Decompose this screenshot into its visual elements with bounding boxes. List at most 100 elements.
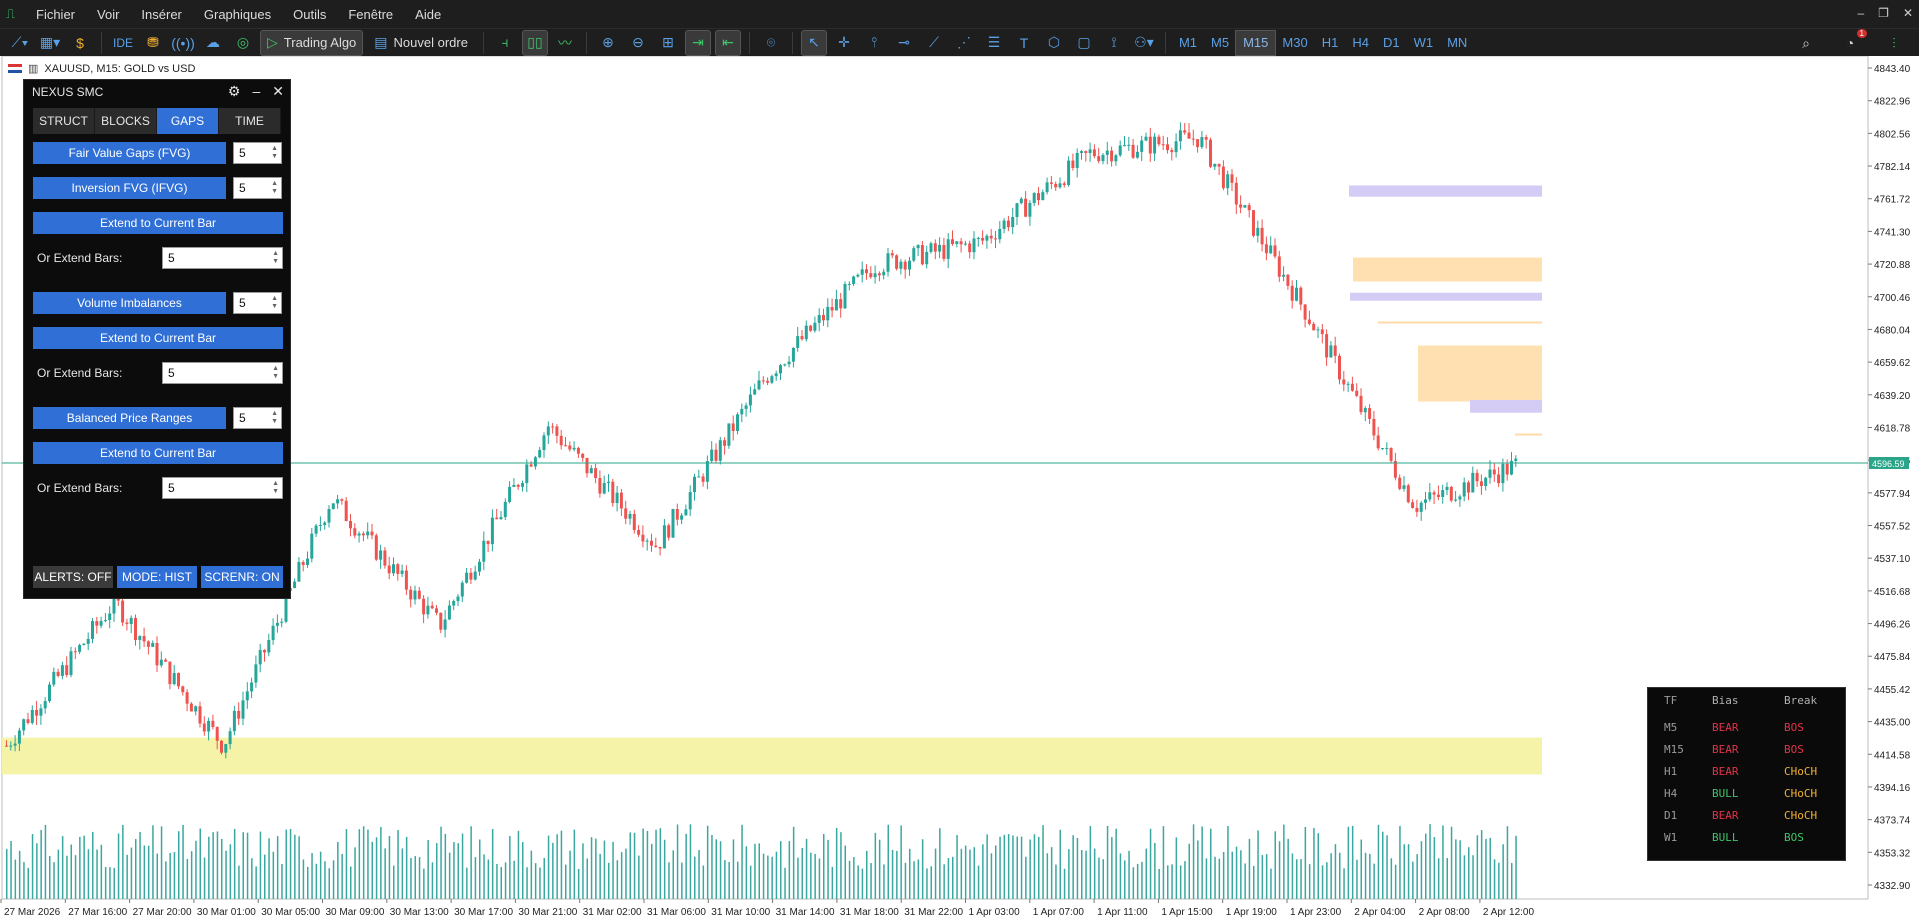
timeframe-m30[interactable]: M30	[1282, 35, 1308, 50]
timeframe-h4[interactable]: H4	[1352, 35, 1369, 50]
grid-icon[interactable]: ⊞	[662, 34, 674, 50]
volume-count-stepper[interactable]: 5 ▲ ▼	[233, 292, 282, 314]
timeframe-mn[interactable]: MN	[1447, 35, 1468, 50]
timeframe-m1[interactable]: M1	[1178, 35, 1198, 50]
extend-bars-field-2[interactable]: 5 ▲ ▼	[162, 362, 283, 384]
candlestick-icon[interactable]: ▯▯	[521, 29, 548, 56]
settings-icon[interactable]: ⚙	[227, 83, 241, 99]
extend-current-bar-button-2[interactable]: Extend to Current Bar	[33, 327, 283, 349]
spinner-icon[interactable]: ▲ ▼	[272, 365, 279, 380]
signal-icon[interactable]: ((•))	[171, 34, 195, 51]
timeframe-m15[interactable]: M15	[1235, 29, 1277, 56]
tab-blocks[interactable]: BLOCKS	[95, 108, 157, 134]
channel-icon[interactable]: ⋰	[956, 34, 971, 50]
bpr-count-stepper[interactable]: 5 ▲ ▼	[233, 407, 282, 429]
volume-bar	[698, 850, 700, 899]
ifvg-count-stepper[interactable]: 5 ▲ ▼	[233, 177, 282, 199]
new-order-button[interactable]: ▤ Nouvel ordre	[368, 31, 474, 55]
trendline-icon[interactable]: ⟋	[929, 34, 939, 50]
candle-body	[886, 253, 890, 272]
candle-body	[353, 528, 357, 536]
dollar-icon[interactable]: $	[76, 34, 84, 51]
timeframe-m5[interactable]: M5	[1211, 35, 1230, 50]
bar-chart-icon[interactable]: ⫞	[501, 34, 509, 50]
trading-algo-button[interactable]: ▷ Trading Algo	[259, 29, 364, 56]
volume-bar	[866, 850, 868, 899]
chart-area[interactable]: 4843.40 4822.96 4802.56 4782.14 4761.72 4741.…	[0, 56, 1919, 923]
shapes-icon[interactable]: ⬡	[1047, 34, 1061, 50]
menu-fichier[interactable]: Fichier	[36, 6, 76, 22]
chart-shift-icon[interactable]: ⇤	[714, 29, 741, 56]
menu-fenetre[interactable]: Fenêtre	[348, 6, 394, 22]
alerts-toggle[interactable]: ALERTS: OFF	[33, 566, 113, 588]
extend-bars-field-1[interactable]: 5 ▲ ▼	[162, 247, 283, 269]
text-icon[interactable]: T	[1019, 34, 1029, 51]
minimize-panel-icon[interactable]: –	[252, 83, 261, 99]
timeframe-w1[interactable]: W1	[1413, 35, 1434, 50]
extend-bars-field-3[interactable]: 5 ▲ ▼	[162, 477, 283, 499]
close-icon[interactable]: ✕	[1902, 6, 1913, 20]
fibonacci-icon[interactable]: ☰	[987, 34, 1001, 50]
zoom-in-icon[interactable]: ⊕	[602, 34, 614, 50]
spinner-icon[interactable]: ▲ ▼	[272, 250, 279, 265]
spinner-icon[interactable]: ▲ ▼	[271, 180, 278, 195]
menu-voir[interactable]: Voir	[97, 6, 120, 22]
horizontal-line-icon[interactable]: ⊸	[898, 34, 910, 50]
tab-gaps[interactable]: GAPS	[157, 108, 219, 134]
volume-bar	[238, 865, 240, 899]
objects-dropdown-icon[interactable]: ⚇▾	[1134, 34, 1154, 50]
fvg-count-stepper[interactable]: 5 ▲ ▼	[233, 142, 282, 164]
candle-body	[925, 251, 929, 265]
timeframe-d1[interactable]: D1	[1382, 35, 1400, 50]
cursor-icon[interactable]: ↖	[800, 29, 827, 56]
menu-graphiques[interactable]: Graphiques	[203, 6, 272, 22]
market-bag-icon[interactable]: ⛃	[147, 34, 159, 50]
panel-header[interactable]: NEXUS SMC ⚙ – ✕	[24, 80, 290, 104]
mode-toggle[interactable]: MODE: HIST	[117, 566, 197, 588]
ifvg-button[interactable]: Inversion FVG (IFVG)	[33, 177, 226, 199]
menu-aide[interactable]: Aide	[415, 6, 442, 22]
crosshair-icon[interactable]: ✛	[838, 34, 850, 50]
timeframe-h1[interactable]: H1	[1321, 35, 1339, 50]
candle-body	[1479, 481, 1483, 487]
spinner-icon[interactable]: ▲ ▼	[271, 145, 278, 160]
fvg-button[interactable]: Fair Value Gaps (FVG)	[33, 142, 226, 164]
screener-toggle[interactable]: SCRENR: ON	[201, 566, 283, 588]
menu-inserer[interactable]: Insérer	[141, 6, 182, 22]
volume-bar	[990, 853, 993, 899]
pitchfork-icon[interactable]: ⟟	[1111, 34, 1117, 50]
volume-imbalances-button[interactable]: Volume Imbalances	[33, 292, 226, 314]
extend-current-bar-button-1[interactable]: Extend to Current Bar	[33, 212, 283, 234]
notifications-icon[interactable]: ◔ 1	[1838, 29, 1867, 55]
menu-outils[interactable]: Outils	[293, 6, 327, 22]
line-chart-dropdown-icon[interactable]: ⟋▾	[11, 34, 29, 50]
rectangle-icon[interactable]: ▢	[1077, 34, 1091, 50]
close-panel-icon[interactable]: ✕	[272, 83, 284, 99]
zoom-out-icon[interactable]: ⊖	[632, 34, 644, 50]
volume-bar	[268, 838, 270, 899]
minimize-icon[interactable]: –	[1857, 6, 1865, 20]
ide-button[interactable]: IDE	[112, 35, 133, 50]
vps-icon[interactable]: ◎	[236, 34, 250, 50]
tab-time[interactable]: TIME	[219, 108, 281, 134]
extend-current-bar-button-3[interactable]: Extend to Current Bar	[33, 442, 283, 464]
cloud-icon[interactable]: ☁	[206, 34, 220, 50]
balanced-price-ranges-button[interactable]: Balanced Price Ranges	[33, 407, 226, 429]
candle-body	[1355, 390, 1359, 396]
screenshot-icon[interactable]: ⌾	[766, 34, 776, 50]
candle-body	[796, 336, 800, 348]
candle-body	[349, 521, 352, 529]
restore-icon[interactable]: ❐	[1878, 6, 1889, 20]
tab-struct[interactable]: STRUCT	[33, 108, 95, 134]
autoscroll-icon[interactable]: ⇥	[684, 29, 711, 56]
spinner-icon[interactable]: ▲ ▼	[271, 295, 278, 310]
vertical-line-icon[interactable]: ⫯	[870, 34, 878, 50]
candle-body	[172, 673, 176, 685]
spinner-icon[interactable]: ▲ ▼	[271, 410, 278, 425]
volume-bar	[440, 826, 442, 899]
template-dropdown-icon[interactable]: ▦▾	[39, 34, 61, 50]
line-icon[interactable]: 〰	[557, 34, 572, 51]
search-icon[interactable]: ⌕	[1802, 34, 1810, 51]
signal-strength-icon[interactable]: ⫶	[1892, 34, 1896, 51]
spinner-icon[interactable]: ▲ ▼	[272, 480, 279, 495]
